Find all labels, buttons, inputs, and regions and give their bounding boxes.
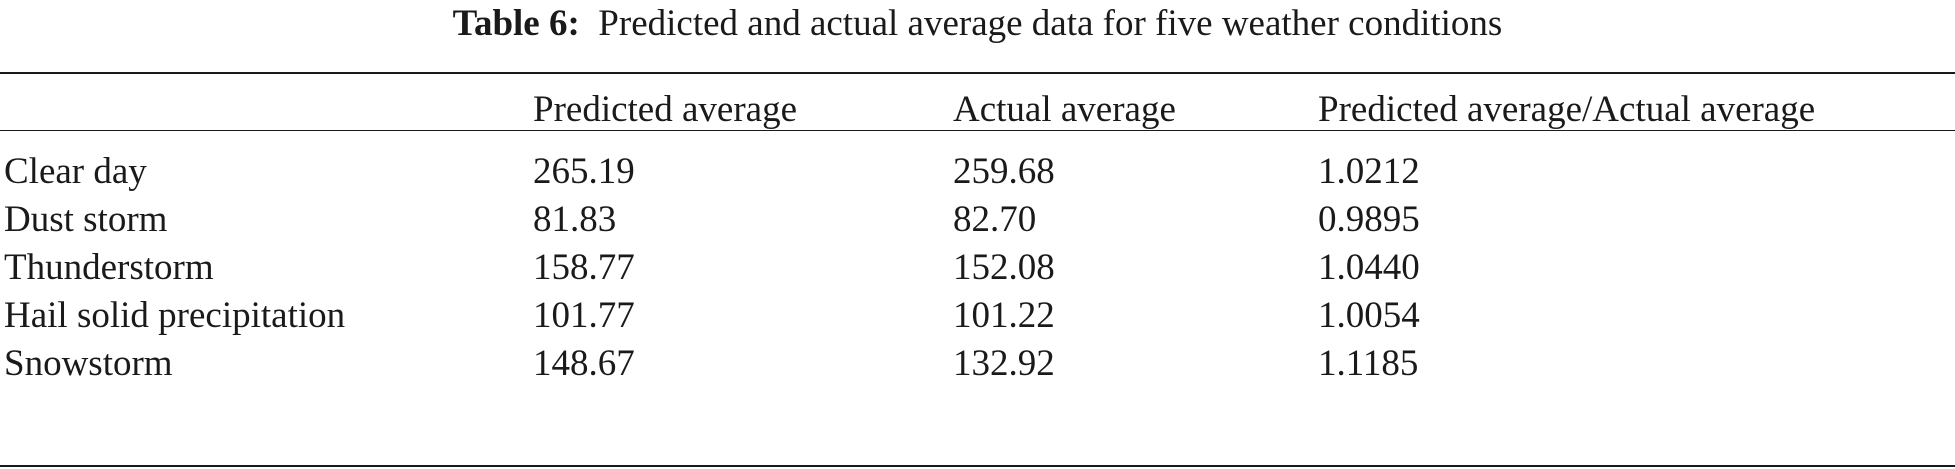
cell-actual: 101.22 bbox=[953, 295, 1055, 336]
table-caption-text: Predicted and actual average data for fi… bbox=[598, 3, 1503, 44]
table-caption-label: Table 6: bbox=[452, 3, 580, 44]
cell-predicted: 148.67 bbox=[533, 343, 635, 384]
cell-predicted: 265.19 bbox=[533, 151, 635, 192]
cell-predicted: 158.77 bbox=[533, 247, 635, 288]
header-predicted-average: Predicted average bbox=[533, 89, 797, 130]
table-top-rule bbox=[0, 72, 1955, 74]
cell-ratio: 0.9895 bbox=[1318, 199, 1420, 240]
cell-ratio: 1.0440 bbox=[1318, 247, 1420, 288]
header-actual-average: Actual average bbox=[953, 89, 1176, 130]
header-ratio: Predicted average/Actual average bbox=[1318, 89, 1816, 130]
cell-predicted: 81.83 bbox=[533, 199, 617, 240]
table-header-rule bbox=[0, 130, 1955, 131]
cell-ratio: 1.1185 bbox=[1318, 343, 1419, 384]
table-bottom-rule bbox=[0, 465, 1955, 467]
row-label: Snowstorm bbox=[4, 343, 173, 384]
cell-actual: 132.92 bbox=[953, 343, 1055, 384]
table-caption: Table 6: Predicted and actual average da… bbox=[0, 2, 1955, 46]
cell-ratio: 1.0054 bbox=[1318, 295, 1420, 336]
row-label: Clear day bbox=[4, 151, 147, 192]
cell-actual: 152.08 bbox=[953, 247, 1055, 288]
row-label: Dust storm bbox=[4, 199, 168, 240]
cell-ratio: 1.0212 bbox=[1318, 151, 1420, 192]
cell-predicted: 101.77 bbox=[533, 295, 635, 336]
cell-actual: 259.68 bbox=[953, 151, 1055, 192]
cell-actual: 82.70 bbox=[953, 199, 1037, 240]
row-label: Hail solid precipitation bbox=[4, 295, 346, 336]
row-label: Thunderstorm bbox=[4, 247, 214, 288]
